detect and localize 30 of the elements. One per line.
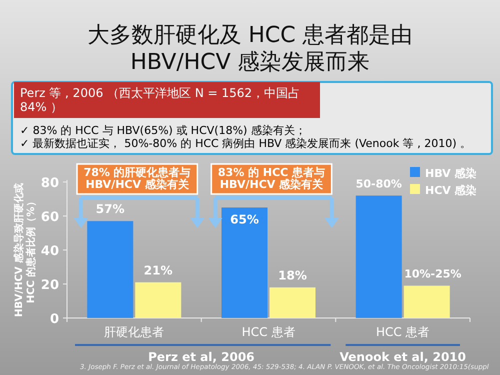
legend-label: HCV 感染 — [425, 184, 477, 197]
y-axis-title: HBV/HCV 感染导致肝硬化或 HCC 的患者比例（%） — [13, 183, 37, 317]
y-tick-label: 60 — [40, 210, 59, 225]
bar — [135, 282, 182, 318]
text: Perz et al, 2006 — [148, 350, 255, 364]
x-tick-label: 肝硬化患者 — [104, 325, 164, 339]
data-label: 65% — [230, 212, 259, 226]
x-tick-label: HCC 患者 — [242, 325, 296, 339]
bar — [404, 286, 450, 318]
legend-label: HBV 感染 — [425, 167, 476, 180]
annotation: 78% 的肝硬化患者与 HBV/HCV 感染有关 — [84, 166, 191, 191]
annotation: 10%-25% — [404, 268, 462, 281]
annotation: 50-80% — [356, 178, 402, 191]
text: ✓ 最新数据也证实， 50%-80% 的 HCC 病例由 HBV 感染发展而来 (Venook 等 , 2010) 。 — [20, 137, 471, 150]
text: Perz 等 , 2006 （西太平洋地区 N = 1562，中国占 84% ） — [20, 86, 300, 114]
annotation: 83% 的 HCC 患者与 HBV/HCV 感染有关 — [218, 166, 326, 191]
bar — [356, 196, 402, 318]
y-tick-label: 20 — [40, 278, 59, 293]
x-tick-label: HCC 患者 — [376, 325, 430, 339]
data-label: 21% — [144, 263, 173, 278]
y-tick-label: 40 — [40, 244, 59, 259]
bar — [270, 287, 316, 318]
bar — [87, 221, 134, 318]
text: ✓ 83% 的 HCC 与 HBV(65%) 或 HCV(18%) 感染有关； — [20, 124, 306, 137]
y-tick-label: 80 — [40, 176, 59, 191]
chart-title: 大多数肝硬化及 HCC 患者都是由 HBV/HCV 感染发展而来 — [87, 23, 413, 75]
text: Venook et al, 2010 — [340, 350, 466, 364]
data-label: 57% — [96, 202, 125, 216]
data-label: 18% — [278, 268, 307, 282]
y-tick-label: 0 — [50, 312, 59, 327]
